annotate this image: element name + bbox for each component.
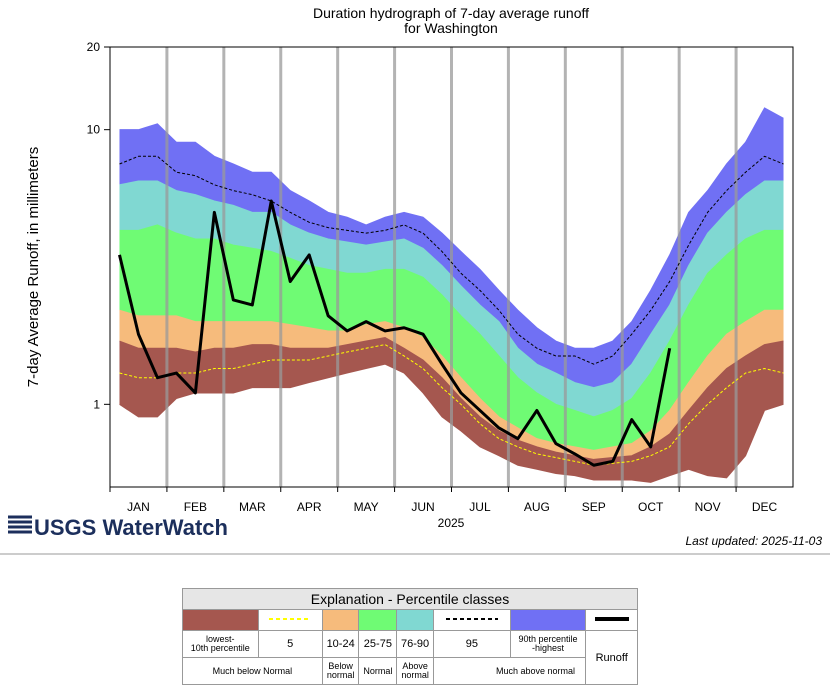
- legend-label: 95: [432, 630, 511, 658]
- x-tick-label: AUG: [524, 500, 550, 514]
- legend-group: Above normal: [396, 657, 434, 685]
- legend: Explanation - Percentile classes lowest-…: [182, 588, 639, 685]
- series-line: [118, 199, 672, 467]
- x-tick-label: MAY: [354, 500, 379, 514]
- x-tick-label: JUN: [411, 500, 434, 514]
- series-line: [119, 155, 784, 365]
- legend-swatch: [509, 609, 587, 631]
- chart-subtitle: for Washington: [404, 20, 498, 36]
- legend-label: 90th percentile -highest: [509, 630, 587, 658]
- logo-text: USGS WaterWatch: [34, 515, 228, 540]
- x-tick-label: APR: [297, 500, 322, 514]
- logo-icon: [8, 515, 32, 534]
- x-tick-label: NOV: [695, 500, 721, 514]
- legend-swatch: [321, 609, 360, 631]
- legend-title: Explanation - Percentile classes: [182, 588, 638, 610]
- chart: Duration hydrograph of 7-day average run…: [0, 5, 830, 555]
- x-tick-label: OCT: [638, 500, 664, 514]
- y-tick-label: 20: [87, 40, 101, 54]
- y-tick-label: 1: [93, 397, 100, 411]
- logo: USGS WaterWatch: [8, 515, 228, 540]
- series-line: [119, 344, 784, 466]
- legend-swatch: [182, 609, 259, 631]
- x-tick-label: MAR: [239, 500, 266, 514]
- chart-title: Duration hydrograph of 7-day average run…: [313, 5, 589, 21]
- legend-group: Normal: [358, 657, 398, 685]
- y-axis-label: 7-day Average Runoff, in millimeters: [25, 147, 42, 387]
- legend-group: Much below Normal: [182, 657, 323, 685]
- legend-label: 25-75: [358, 630, 398, 658]
- x-tick-label: FEB: [184, 500, 207, 514]
- y-tick-label: 10: [87, 123, 101, 137]
- legend-swatch: [585, 609, 638, 631]
- plot: [118, 47, 784, 487]
- x-tick-label: SEP: [582, 500, 606, 514]
- legend-swatch: [432, 609, 511, 631]
- legend-label: 5: [257, 630, 323, 658]
- legend-label: 76-90: [396, 630, 434, 658]
- legend-swatch: [396, 609, 434, 631]
- last-updated: Last updated: 2025-11-03: [685, 534, 822, 548]
- legend-swatch: [257, 609, 323, 631]
- x-tick-label: DEC: [752, 500, 778, 514]
- legend-label: lowest- 10th percentile: [182, 630, 259, 658]
- legend-swatch: [358, 609, 398, 631]
- x-tick-label: JAN: [127, 500, 150, 514]
- legend-group: Below normal: [321, 657, 360, 685]
- legend-label: 10-24: [321, 630, 360, 658]
- x-tick-label: JUL: [469, 500, 491, 514]
- x-axis-label: 2025: [438, 516, 465, 530]
